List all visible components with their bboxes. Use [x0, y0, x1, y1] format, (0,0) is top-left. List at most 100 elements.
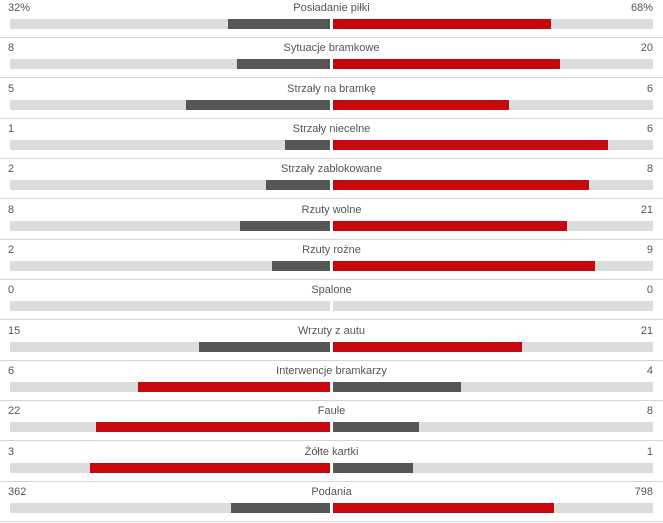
home-value: 8 [8, 42, 15, 55]
home-bar-track [10, 99, 330, 110]
away-value: 21 [640, 203, 653, 216]
away-bar-track [333, 381, 653, 392]
home-value: 362 [8, 485, 27, 498]
away-bar [333, 260, 596, 271]
stat-label: Strzały na bramkę [287, 82, 376, 95]
home-bar [230, 502, 330, 513]
stat-row: 8 Rzuty wolne 21 [0, 200, 663, 240]
away-value: 8 [646, 163, 653, 176]
away-value: 9 [646, 243, 653, 256]
home-bar [237, 59, 330, 70]
stat-label: Rzuty rożne [302, 243, 361, 256]
stat-row: 362 Podania 798 [0, 482, 663, 522]
home-bar [90, 462, 330, 473]
home-bar-track [10, 19, 330, 29]
away-bar-track [333, 260, 653, 271]
home-value: 2 [8, 163, 15, 176]
stat-label: Interwencje bramkarzy [276, 364, 387, 377]
home-bar [227, 19, 330, 29]
away-value: 6 [646, 122, 653, 135]
home-bar [266, 180, 330, 191]
stat-label: Strzały zablokowane [281, 163, 382, 176]
home-bar [285, 139, 330, 150]
stat-row: 1 Strzały niecelne 6 [0, 119, 663, 159]
away-bar-track [333, 180, 653, 191]
home-value: 3 [8, 445, 15, 458]
home-bar-track [10, 341, 330, 352]
away-bar-track [333, 19, 653, 29]
away-bar-track [333, 341, 653, 352]
away-value: 4 [646, 364, 653, 377]
stat-label: Sytuacje bramkowe [283, 42, 380, 55]
away-bar-track [333, 502, 653, 513]
away-value: 8 [646, 405, 653, 418]
away-bar [333, 422, 420, 433]
stat-row: 0 Spalone 0 [0, 280, 663, 321]
home-value: 1 [8, 122, 15, 135]
away-bar [333, 462, 413, 473]
stat-label: Faule [317, 405, 346, 418]
stat-label: Rzuty wolne [301, 203, 362, 216]
home-bar [272, 260, 330, 271]
home-bar-track [10, 502, 330, 513]
home-value: 0 [8, 284, 15, 297]
stat-row: 3 Żółte kartki 1 [0, 442, 663, 482]
away-bar [333, 59, 561, 70]
away-bar-track [333, 220, 653, 231]
away-bar-track [333, 139, 653, 150]
away-bar [333, 139, 609, 150]
home-bar-track [10, 139, 330, 150]
away-bar [333, 180, 589, 191]
home-bar-track [10, 180, 330, 191]
away-value: 20 [640, 42, 653, 55]
home-value: 22 [8, 405, 21, 418]
home-bar [186, 99, 330, 110]
stat-row: 2 Rzuty rożne 9 [0, 240, 663, 280]
stat-row: 5 Strzały na bramkę 6 [0, 79, 663, 119]
stat-label: Wrzuty z autu [297, 324, 366, 337]
away-value: 21 [640, 324, 653, 337]
away-bar [333, 341, 522, 352]
away-bar [333, 220, 567, 231]
away-bar-track [333, 462, 653, 473]
stat-row: 6 Interwencje bramkarzy 4 [0, 361, 663, 401]
home-bar-track [10, 462, 330, 473]
home-value: 8 [8, 203, 15, 216]
home-bar [138, 381, 330, 392]
away-bar-track [333, 99, 653, 110]
stat-label: Posiadanie piłki [293, 2, 370, 14]
home-bar-track [10, 422, 330, 433]
home-bar [198, 341, 330, 352]
stat-row: 8 Sytuacje bramkowe 20 [0, 38, 663, 79]
stat-label: Spalone [311, 284, 352, 297]
home-bar-track [10, 301, 330, 312]
home-bar-track [10, 59, 330, 70]
home-value: 5 [8, 82, 15, 95]
away-value: 1 [646, 445, 653, 458]
away-value: 6 [646, 82, 653, 95]
away-bar [333, 381, 461, 392]
away-value: 0 [646, 284, 653, 297]
home-bar-track [10, 381, 330, 392]
stat-row: 15 Wrzuty z autu 21 [0, 321, 663, 361]
away-value: 798 [634, 485, 653, 498]
home-value: 32% [8, 2, 31, 14]
stat-row: 2 Strzały zablokowane 8 [0, 159, 663, 200]
stat-label: Żółte kartki [304, 445, 359, 458]
home-value: 2 [8, 243, 15, 256]
home-bar-track [10, 260, 330, 271]
stat-label: Strzały niecelne [292, 122, 371, 135]
away-bar [333, 99, 509, 110]
away-bar [333, 502, 554, 513]
home-value: 6 [8, 364, 15, 377]
stat-label: Podania [311, 485, 352, 498]
away-bar-track [333, 422, 653, 433]
away-bar-track [333, 59, 653, 70]
home-bar [240, 220, 330, 231]
away-bar [333, 19, 551, 29]
stat-row: 32% Posiadanie piłki 68% [0, 0, 663, 38]
home-value: 15 [8, 324, 21, 337]
home-bar-track [10, 220, 330, 231]
away-value: 68% [630, 2, 653, 14]
